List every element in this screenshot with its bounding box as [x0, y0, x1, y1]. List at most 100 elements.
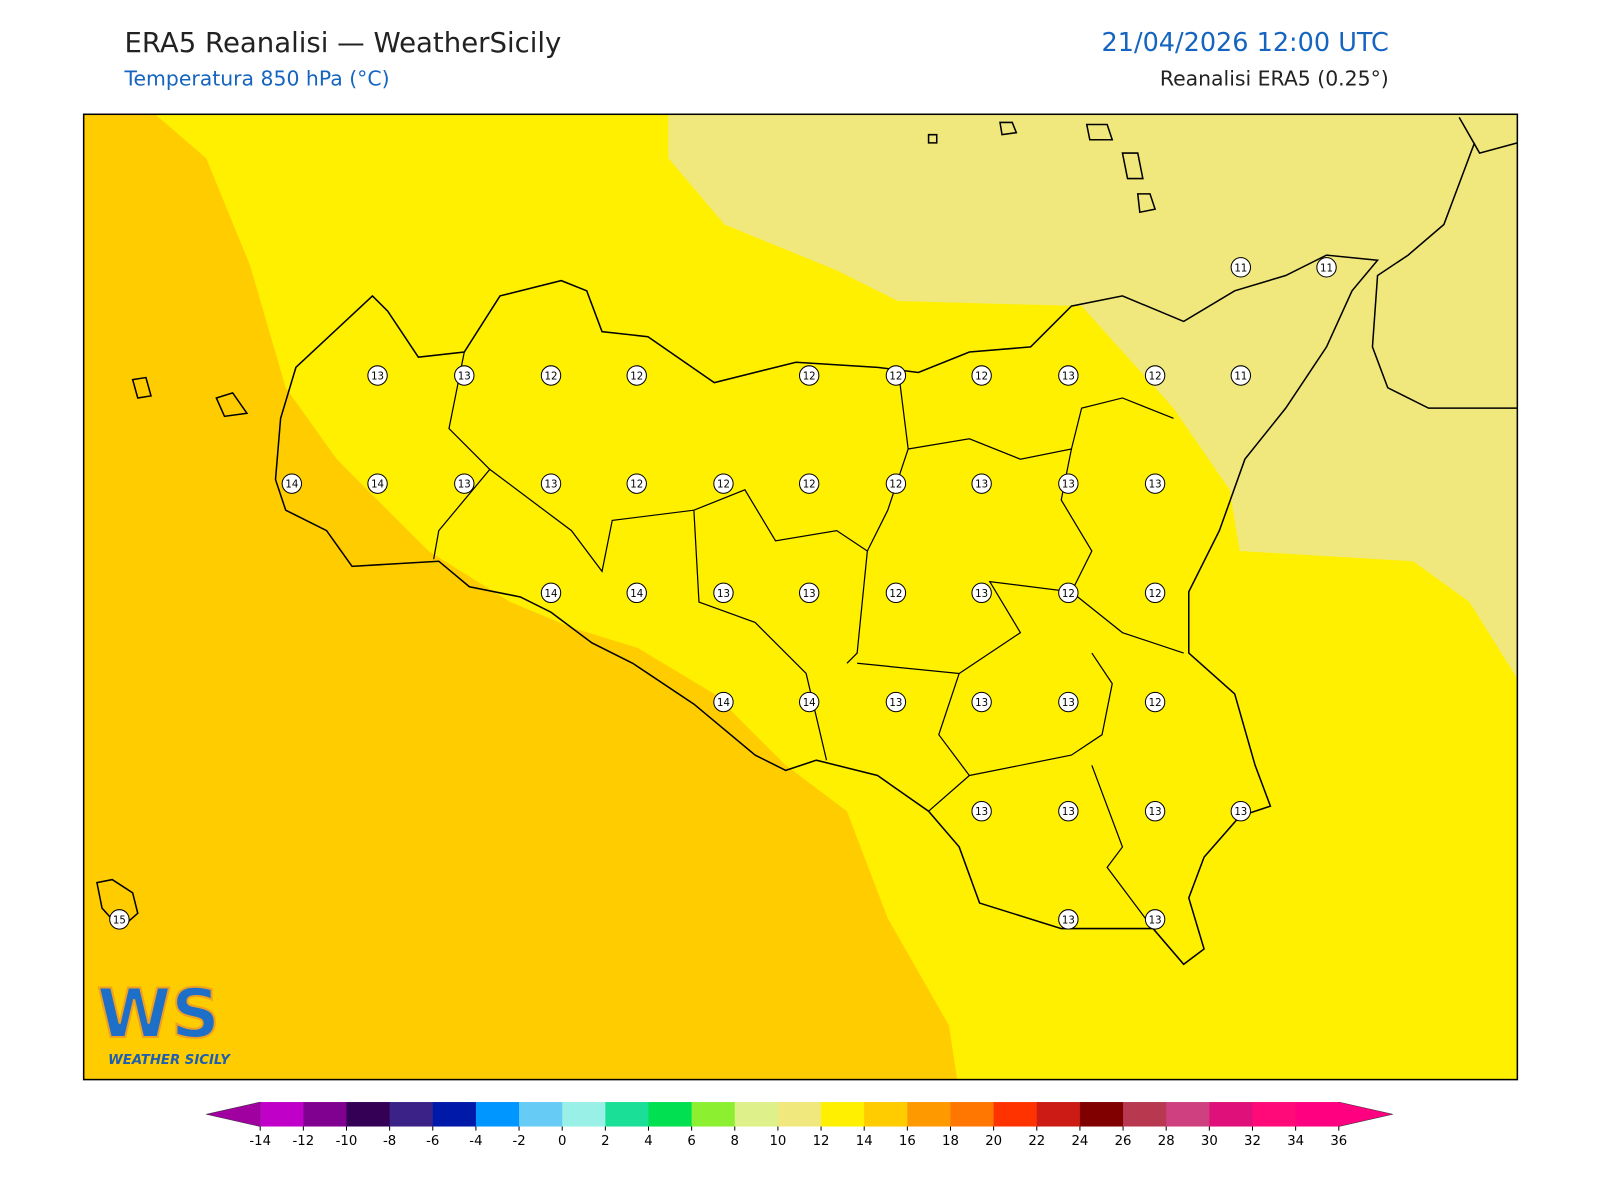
- station-value: 12: [975, 372, 988, 383]
- colorbar-segment: [303, 1102, 347, 1127]
- station: 13: [1058, 801, 1079, 822]
- station-value: 11: [1320, 263, 1333, 274]
- colorbar-segment: [864, 1102, 908, 1127]
- station-marker: [1144, 801, 1166, 822]
- station: 13: [713, 582, 734, 604]
- station: 13: [971, 473, 992, 494]
- station-value: 13: [975, 807, 988, 818]
- colorbar-tick-label: 26: [1115, 1134, 1132, 1149]
- station-value: 14: [717, 698, 730, 709]
- station: 12: [713, 473, 734, 494]
- station-marker: [281, 473, 303, 494]
- station-value: 13: [1062, 698, 1075, 709]
- station-marker: [1058, 365, 1079, 386]
- colorbar-segment: [1123, 1102, 1167, 1127]
- station-marker: [1144, 582, 1166, 604]
- station-marker: [885, 691, 907, 713]
- station: 11: [1316, 257, 1337, 278]
- colorbar-tick-label: -14: [249, 1134, 271, 1149]
- station: 13: [1058, 691, 1079, 713]
- station-marker: [713, 473, 734, 494]
- station: 13: [1058, 473, 1079, 494]
- colorbar-tick-label: -4: [469, 1134, 482, 1149]
- station-marker: [971, 582, 992, 604]
- colorbar-tick-label: 12: [813, 1134, 830, 1149]
- station-marker: [367, 473, 388, 494]
- station: 12: [1144, 691, 1166, 713]
- station-marker: [1230, 257, 1252, 278]
- station: 13: [971, 801, 992, 822]
- station-value: 12: [545, 372, 558, 383]
- station-value: 11: [1234, 263, 1247, 274]
- station: 13: [1230, 801, 1252, 822]
- station-value: 13: [545, 480, 558, 491]
- colorbar-segment: [605, 1102, 649, 1127]
- colorbar-tick-label: 30: [1201, 1134, 1218, 1149]
- station-value: 13: [975, 698, 988, 709]
- station-value: 12: [889, 589, 902, 600]
- colorbar-tick-label: -8: [383, 1134, 396, 1149]
- station-value: 14: [545, 589, 558, 600]
- colorbar-tick-label: 36: [1330, 1134, 1347, 1149]
- colorbar-segment: [821, 1102, 865, 1127]
- station: 13: [971, 582, 992, 604]
- station: 14: [367, 473, 388, 494]
- station-marker: [626, 582, 647, 604]
- station: 14: [713, 691, 734, 713]
- station-value: 12: [889, 372, 902, 383]
- station-marker: [454, 365, 475, 386]
- station-marker: [798, 582, 820, 604]
- colorbar-tick-label: 18: [942, 1134, 959, 1149]
- station-value: 13: [1149, 915, 1162, 926]
- station-value: 13: [1234, 807, 1247, 818]
- station-marker: [626, 473, 647, 494]
- colorbar-segment: [346, 1102, 391, 1127]
- station-marker: [971, 801, 992, 822]
- colorbar-segment: [993, 1102, 1038, 1127]
- station-value: 14: [371, 480, 384, 491]
- station: 12: [885, 365, 907, 386]
- map-frame: [82, 113, 1519, 1081]
- station: 12: [626, 473, 647, 494]
- station: 12: [798, 365, 820, 386]
- colorbar-tick-label: 4: [644, 1134, 652, 1149]
- station-marker: [971, 473, 992, 494]
- station-marker: [713, 582, 734, 604]
- colorbar-tick-label: 28: [1158, 1134, 1175, 1149]
- colorbar-tick-label: 14: [856, 1134, 873, 1149]
- station: 13: [454, 473, 475, 494]
- station-marker: [1058, 473, 1079, 494]
- station-value: 12: [1149, 372, 1162, 383]
- station: 13: [885, 691, 907, 713]
- colorbar-tick-label: 24: [1071, 1134, 1088, 1149]
- station-marker: [1144, 691, 1166, 713]
- colorbar-tick-label: -10: [336, 1134, 358, 1149]
- station-marker: [1058, 909, 1079, 930]
- station-value: 13: [803, 589, 816, 600]
- colorbar-segment: [519, 1102, 563, 1127]
- station: 13: [798, 582, 820, 604]
- colorbar-segment: [260, 1102, 304, 1127]
- colorbar-segment: [432, 1102, 477, 1127]
- station: 13: [1144, 801, 1166, 822]
- station: 14: [798, 691, 820, 713]
- station-marker: [540, 473, 562, 494]
- colorbar-segment: [648, 1102, 693, 1127]
- station: 13: [1058, 909, 1079, 930]
- station-value: 13: [1062, 915, 1075, 926]
- colorbar-tick-label: -2: [512, 1134, 525, 1149]
- station-value: 12: [630, 372, 643, 383]
- station-value: 12: [1149, 698, 1162, 709]
- station: 12: [798, 473, 820, 494]
- colorbar-segment: [691, 1102, 736, 1127]
- station-value: 14: [285, 480, 298, 491]
- coastline: [96, 116, 1518, 966]
- station-value: 13: [1149, 480, 1162, 491]
- station-value: 12: [889, 480, 902, 491]
- station-marker: [798, 473, 820, 494]
- colorbar-segment: [907, 1102, 951, 1127]
- station-marker: [798, 365, 820, 386]
- station-value: 12: [1149, 589, 1162, 600]
- date: 21/04/2026 12:00 UTC: [1102, 28, 1389, 58]
